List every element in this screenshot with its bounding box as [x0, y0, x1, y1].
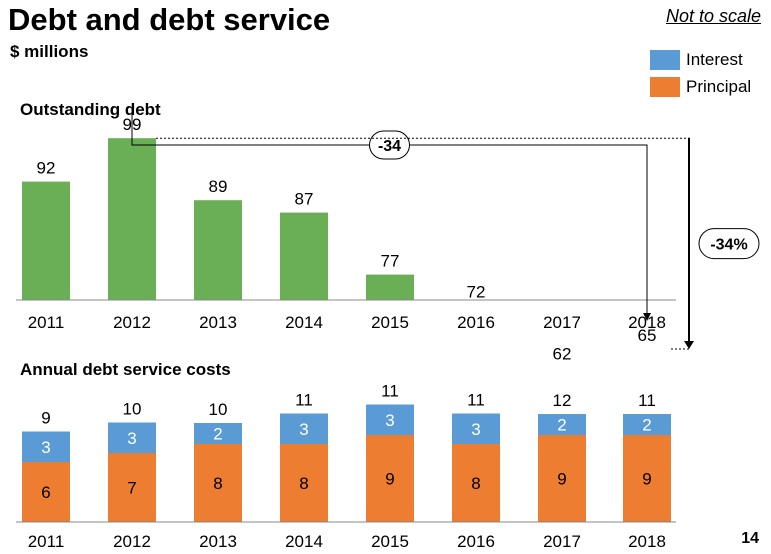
- debt-value-label-2016: 72: [467, 283, 486, 302]
- debt-value-label-2013: 89: [209, 177, 228, 196]
- principal-value-label-2011: 6: [41, 483, 50, 502]
- interest-value-label-2013: 2: [213, 425, 222, 444]
- legend-label-interest: Interest: [686, 50, 743, 69]
- change-absolute-label: -34: [378, 138, 401, 155]
- change-arrowhead: [643, 313, 651, 321]
- principal-bar-2014: [280, 444, 328, 522]
- interest-bar-2014: [280, 413, 328, 444]
- debt-bar-2015: [366, 274, 414, 300]
- debt-value-label-2015: 77: [381, 252, 400, 271]
- service-total-label-2013: 10: [209, 400, 228, 419]
- service-total-label-2016: 11: [467, 391, 485, 410]
- debt-year-label-2014: 2014: [285, 313, 323, 332]
- service-total-label-2018: 11: [638, 391, 656, 410]
- debt-year-label-2015: 2015: [371, 313, 409, 332]
- principal-bar-2016: [452, 444, 500, 522]
- interest-bar-2012: [108, 422, 156, 453]
- service-year-label-2018: 2018: [628, 532, 666, 551]
- change-pill: [369, 130, 410, 160]
- legend-swatch-principal: [650, 77, 680, 97]
- interest-bar-2011: [22, 431, 70, 462]
- debt-value-label-2014: 87: [295, 190, 314, 209]
- interest-value-label-2016: 3: [471, 420, 480, 439]
- debt-value-label-2018: 65: [638, 326, 657, 345]
- service-total-label-2017: 12: [553, 391, 572, 410]
- debt-bar-2014: [280, 212, 328, 300]
- principal-value-label-2016: 8: [471, 474, 480, 493]
- interest-bar-2015: [366, 404, 414, 435]
- principal-value-label-2018: 9: [642, 470, 651, 489]
- principal-bar-2013: [194, 444, 242, 522]
- debt-year-label-2016: 2016: [457, 313, 495, 332]
- interest-value-label-2011: 3: [41, 438, 50, 457]
- interest-value-label-2014: 3: [299, 420, 308, 439]
- debt-year-label-2013: 2013: [199, 313, 237, 332]
- page-number: 14: [741, 530, 759, 547]
- service-year-label-2012: 2012: [113, 532, 151, 551]
- principal-value-label-2014: 8: [299, 474, 308, 493]
- legend-swatch-interest: [650, 50, 680, 70]
- service-year-label-2016: 2016: [457, 532, 495, 551]
- principal-bar-2015: [366, 435, 414, 522]
- page-title: Debt and debt service: [8, 2, 331, 37]
- service-year-label-2014: 2014: [285, 532, 323, 551]
- principal-value-label-2013: 8: [213, 474, 222, 493]
- debt-year-label-2017: 2017: [543, 313, 581, 332]
- interest-value-label-2015: 3: [385, 411, 394, 430]
- principal-bar-2017: [538, 435, 586, 522]
- debt-bar-2013: [194, 200, 242, 300]
- debt-bar-2012: [108, 138, 156, 300]
- principal-bar-2011: [22, 462, 70, 522]
- debt-year-label-2011: 2011: [28, 313, 65, 332]
- outstanding-debt-title: Outstanding debt: [20, 100, 161, 119]
- debt-year-label-2012: 2012: [113, 313, 151, 332]
- scale-note: Not to scale: [665, 6, 761, 26]
- debt-service-title: Annual debt service costs: [20, 360, 231, 379]
- service-year-label-2015: 2015: [371, 532, 409, 551]
- debt-value-label-2017: 62: [553, 345, 572, 364]
- principal-value-label-2015: 9: [385, 470, 394, 489]
- service-year-label-2013: 2013: [199, 532, 237, 551]
- service-total-label-2011: 9: [41, 409, 50, 428]
- interest-bar-2017: [538, 414, 586, 435]
- debt-year-label-2018: 2018: [628, 313, 666, 332]
- principal-value-label-2017: 9: [557, 470, 566, 489]
- interest-bar-2018: [623, 414, 671, 435]
- percent-change-pill: [698, 228, 760, 260]
- debt-value-label-2011: 92: [37, 159, 56, 178]
- percent-change-arrowhead: [684, 341, 694, 349]
- service-total-label-2012: 10: [123, 400, 142, 419]
- legend-item-principal: Principal: [650, 76, 751, 98]
- service-year-label-2017: 2017: [543, 532, 581, 551]
- interest-value-label-2012: 3: [127, 429, 136, 448]
- units-subtitle: $ millions: [10, 42, 89, 61]
- principal-value-label-2012: 7: [127, 479, 136, 498]
- principal-bar-2018: [623, 435, 671, 522]
- interest-value-label-2017: 2: [557, 416, 566, 435]
- service-year-label-2011: 2011: [28, 532, 65, 551]
- interest-bar-2016: [452, 413, 500, 444]
- principal-bar-2012: [108, 453, 156, 522]
- interest-value-label-2018: 2: [642, 416, 651, 435]
- legend-item-interest: Interest: [650, 49, 743, 71]
- service-total-label-2014: 11: [295, 391, 313, 410]
- service-total-label-2015: 11: [381, 382, 399, 401]
- legend-label-principal: Principal: [686, 77, 752, 96]
- debt-bar-2011: [22, 181, 70, 300]
- interest-bar-2013: [194, 423, 242, 444]
- change-percent-label: -34%: [710, 237, 747, 254]
